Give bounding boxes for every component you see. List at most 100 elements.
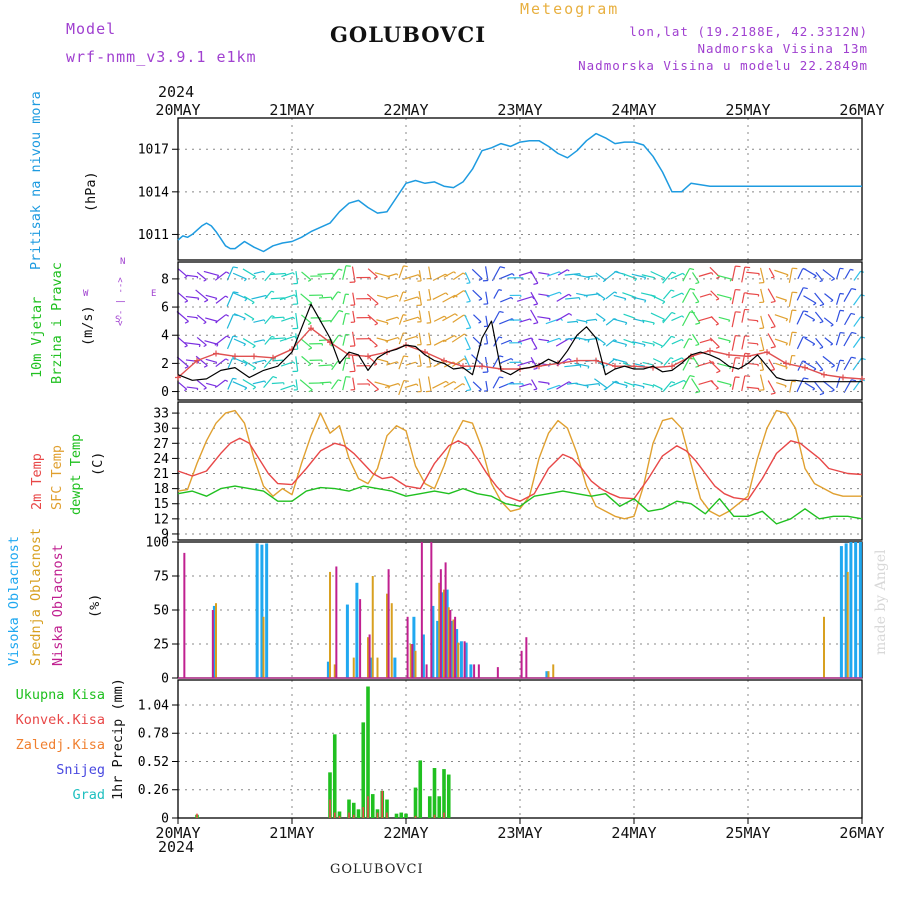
wind-arrow-head — [770, 392, 776, 395]
cloud-bar — [473, 664, 476, 678]
wind-arrow — [233, 313, 246, 320]
wind-arrow — [759, 374, 765, 390]
cloud-bar — [547, 671, 550, 678]
wind-arrow-head — [812, 343, 816, 346]
y-tick-label: 2 — [161, 357, 169, 372]
wind-arrow-head — [695, 322, 701, 325]
precip-bar — [370, 794, 375, 818]
wind-arrow-head — [478, 278, 483, 281]
wind-arrow — [731, 376, 736, 390]
wind-arrow — [342, 357, 347, 371]
wind-arrow — [319, 296, 332, 299]
wind-arrow — [546, 291, 560, 298]
precip-bar — [399, 812, 404, 818]
wind-arrow — [576, 319, 588, 323]
wind-arrow — [574, 362, 590, 367]
precip-bar — [328, 772, 332, 818]
y-tick-label: 1017 — [138, 143, 169, 158]
wind-arrow — [642, 340, 655, 345]
wind-arrow-head — [337, 291, 341, 294]
wind-arrow-head — [499, 310, 504, 314]
wind-gust-marker — [612, 363, 618, 370]
cloud-bar — [854, 542, 858, 678]
wind-arrow — [605, 358, 615, 367]
wind-arrow — [747, 362, 759, 366]
wind-arrow — [253, 270, 264, 275]
wind-arrow — [227, 378, 234, 390]
wind-arrow-head — [710, 339, 713, 342]
cloud-bar — [359, 599, 362, 678]
wind-arrow-head — [533, 282, 538, 285]
wind-arrow — [244, 312, 255, 320]
wind-arrow — [403, 296, 418, 302]
wind-arrow — [418, 354, 422, 367]
compass-s: S — [115, 315, 121, 325]
wind-arrow — [433, 315, 445, 322]
wind-arrow — [452, 358, 465, 368]
wind-arrow-head — [466, 348, 471, 351]
wind-arrow-head — [614, 339, 617, 342]
wind-arrow — [843, 356, 852, 371]
date-label-top: 20MAY — [155, 101, 200, 119]
wind-arrow — [650, 270, 666, 279]
wind-arrow — [731, 311, 736, 328]
wind-arrow — [493, 289, 500, 299]
wind-arrow — [279, 294, 295, 301]
wind-arrow — [718, 337, 731, 342]
wind-arrow — [681, 311, 691, 327]
wind-arrow-head — [643, 277, 647, 280]
legend-total-rain: Ukupna Kisa — [15, 687, 105, 703]
wind-arrow — [443, 381, 455, 388]
wind-arrow — [330, 310, 340, 323]
wind-arrow — [215, 314, 227, 324]
wind-arrow — [853, 316, 862, 327]
wind-arrow — [682, 375, 691, 390]
wind-arrow — [596, 292, 606, 300]
wind-arrow — [367, 268, 378, 278]
wind-arrow-head — [263, 271, 266, 274]
wind-arrow — [681, 288, 691, 303]
wind-arrow — [531, 379, 538, 390]
wind-arrow — [538, 272, 550, 275]
cloud-bar — [387, 569, 390, 678]
cloud-bar — [520, 650, 523, 678]
wind-arrow — [195, 355, 208, 367]
wind-arrow-head — [579, 364, 582, 368]
wind-arrow — [342, 265, 347, 280]
wind-arrow — [642, 382, 654, 387]
wind-arrow-head — [715, 387, 719, 390]
wind-arrow-head — [184, 388, 187, 392]
wind-arrow-head — [682, 272, 686, 276]
wind-arrow — [662, 312, 673, 324]
y-tick-label: 6 — [161, 301, 169, 316]
wind-arrow-head — [533, 303, 538, 306]
wind-arrow — [176, 356, 189, 367]
wind-arrow — [823, 317, 834, 326]
date-label-top: 22MAY — [383, 101, 428, 119]
wind-arrow — [767, 288, 776, 302]
wind-arrow-head — [558, 337, 562, 341]
cloud-bar — [355, 582, 359, 678]
wind-arrow-head — [802, 360, 807, 363]
y-tick-label: 4 — [161, 329, 169, 344]
wind-arrow — [691, 309, 701, 324]
wind-arrow-head — [337, 379, 342, 382]
model-name: wrf-nmm_v3.9.1 e1km — [66, 48, 257, 66]
wind-arrow — [788, 268, 793, 283]
wind-arrow — [264, 290, 272, 300]
wind-arrow — [399, 291, 404, 302]
wind-arrow-head — [851, 356, 856, 359]
wind-arrow — [843, 332, 853, 347]
wind-arrow — [564, 273, 580, 276]
wind-arrow — [731, 335, 736, 351]
pressure-frame — [177, 117, 863, 261]
cloud-bar — [464, 642, 468, 678]
wind-arrow-head — [671, 311, 676, 315]
wind-speed-line — [177, 303, 862, 383]
wind-arrow — [226, 291, 234, 307]
wind-arrow — [319, 320, 331, 322]
cloud-bar — [212, 605, 216, 678]
wind-arrow — [377, 294, 388, 299]
wind-arrow — [760, 337, 765, 351]
wind-arrow-head — [660, 345, 664, 349]
